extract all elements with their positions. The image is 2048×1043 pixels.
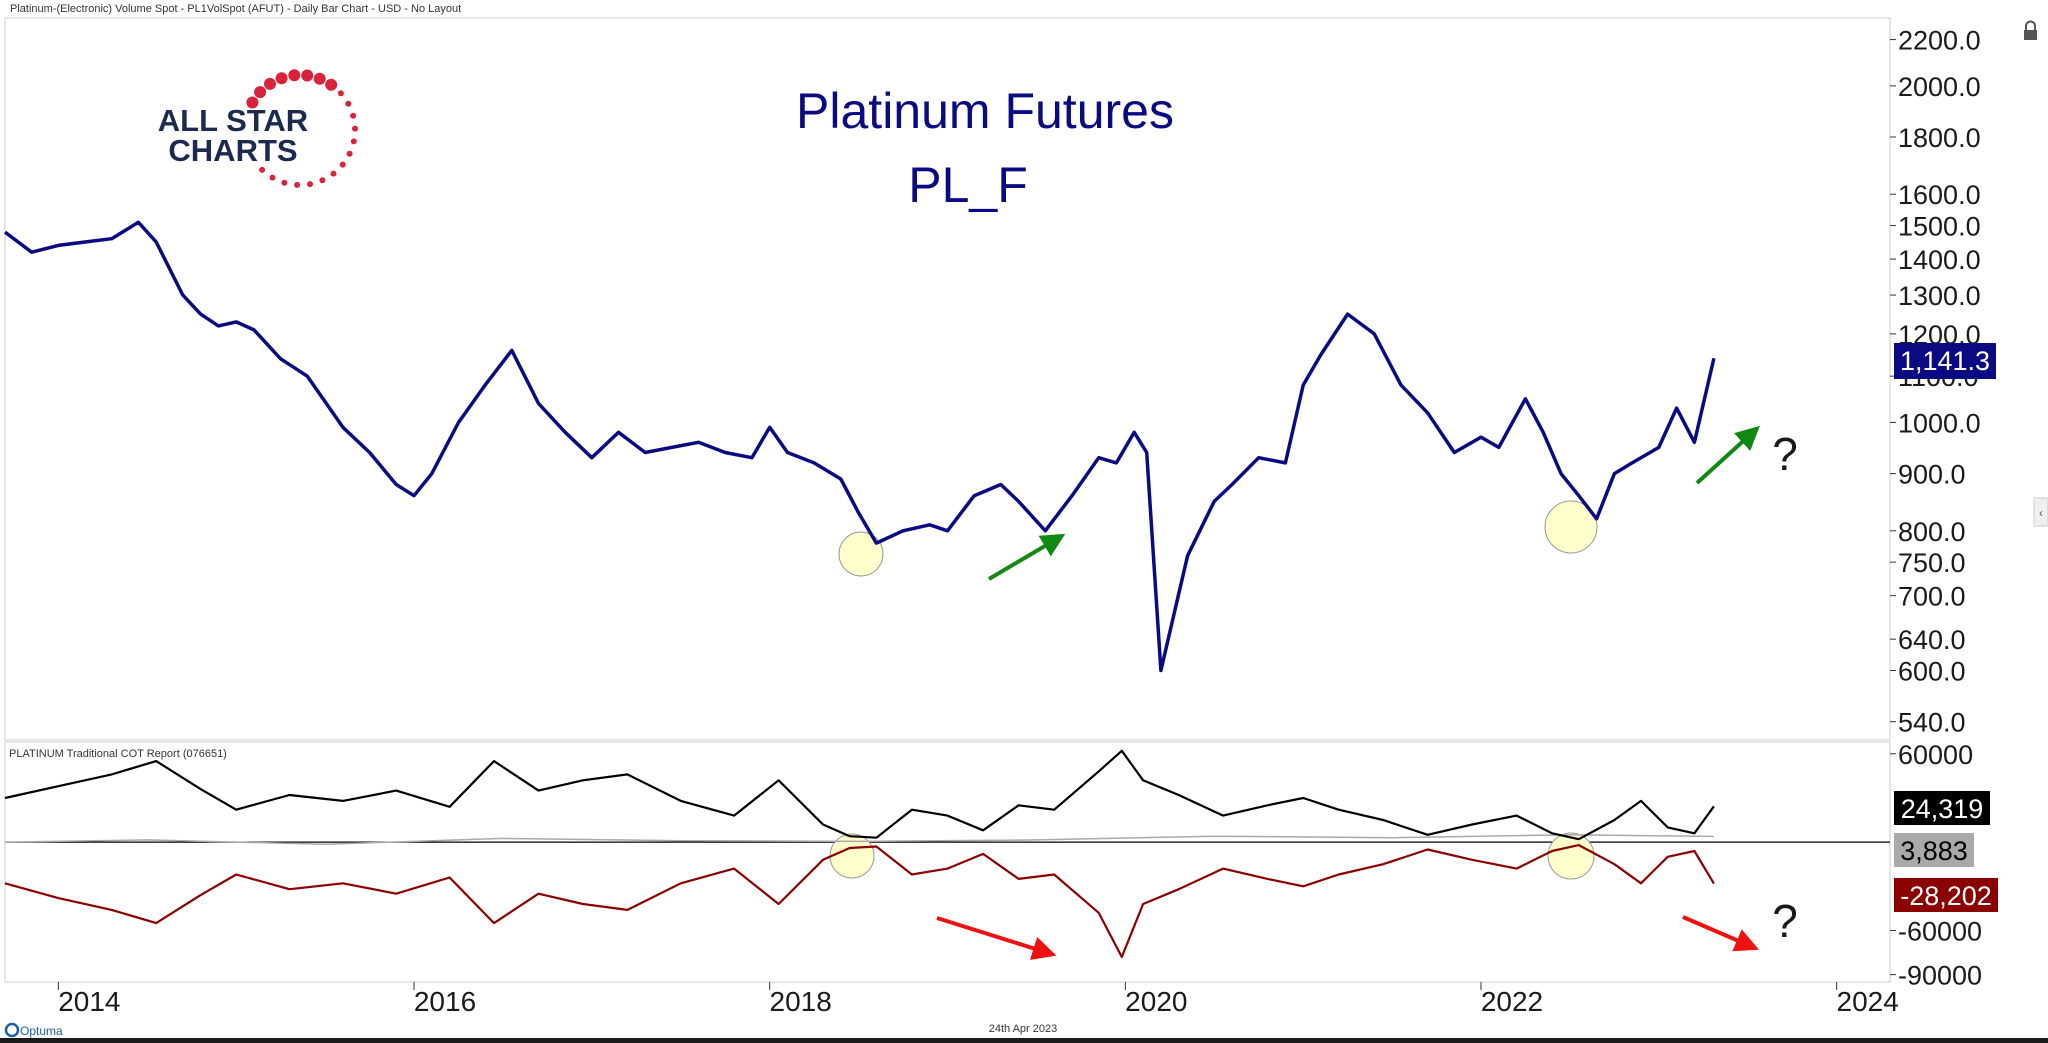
price-last-tag: 1,141.3 bbox=[1894, 343, 1996, 379]
up-arrow-2019 bbox=[987, 533, 1066, 581]
optuma-brand: Optuma bbox=[20, 1024, 63, 1038]
logo-star bbox=[330, 170, 337, 177]
logo-star bbox=[339, 161, 346, 168]
series-layer bbox=[3, 220, 1716, 959]
x-tick-label: 2024 bbox=[1837, 986, 1899, 1017]
price-tick-label: 2200.0 bbox=[1898, 26, 1981, 56]
all-star-charts-logo: ALL STAR CHARTS bbox=[158, 69, 358, 188]
price-tick-label: 1300.0 bbox=[1898, 281, 1981, 311]
cot-tick-label: 60000 bbox=[1898, 740, 1973, 770]
price-tick-label: 700.0 bbox=[1898, 582, 1966, 612]
x-tick-label: 2014 bbox=[58, 986, 120, 1017]
logo-star bbox=[337, 90, 344, 97]
logo-star bbox=[350, 112, 357, 119]
x-tick-label: 2016 bbox=[414, 986, 476, 1017]
logo-star bbox=[294, 181, 301, 188]
chevron-left-icon: ‹ bbox=[2039, 506, 2043, 520]
price-tick-label: 640.0 bbox=[1898, 625, 1966, 655]
chart-header-description: Platinum-(Electronic) Volume Spot - PL1V… bbox=[10, 3, 462, 15]
price-tick-label: 1800.0 bbox=[1898, 123, 1981, 153]
lock-icon[interactable] bbox=[2024, 20, 2037, 41]
price-tick-label: 900.0 bbox=[1898, 460, 1966, 490]
commercials-last-label: 24,319 bbox=[1901, 794, 1984, 824]
x-tick-label: 2020 bbox=[1125, 986, 1187, 1017]
x-tick-label: 2018 bbox=[770, 986, 832, 1017]
logo-line1: ALL STAR bbox=[158, 103, 308, 138]
logo-star bbox=[313, 72, 326, 85]
logo-star bbox=[325, 78, 338, 91]
optuma-icon bbox=[4, 1022, 20, 1038]
price-tick-label: 1400.0 bbox=[1898, 245, 1981, 275]
price-low-2022-highlight bbox=[1544, 500, 1598, 554]
logo-star bbox=[264, 77, 276, 90]
down-arrow-2023 bbox=[1682, 915, 1760, 952]
large-specs-series-line bbox=[4, 844, 1715, 959]
cot-tick-label: -60000 bbox=[1898, 916, 1982, 946]
down-arrow-2019 bbox=[936, 916, 1057, 960]
cot-panel-title: PLATINUM Traditional COT Report (076651) bbox=[9, 748, 227, 760]
footer-date: 24th Apr 2023 bbox=[989, 1023, 1058, 1035]
price-tick-label: 800.0 bbox=[1898, 517, 1966, 547]
question-mark-cot: ? bbox=[1772, 895, 1798, 947]
small-specs-last-tag: 3,883 bbox=[1894, 833, 1974, 867]
logo-star bbox=[345, 100, 352, 107]
panel-collapse-handle[interactable]: ‹ bbox=[2033, 497, 2048, 527]
bottom-bar bbox=[0, 1038, 2048, 1043]
price-panel-frame bbox=[4, 17, 1891, 741]
small-specs-series-line bbox=[4, 834, 1714, 846]
logo-star bbox=[246, 96, 259, 109]
logo-line2: CHARTS bbox=[168, 133, 297, 168]
logo-star bbox=[254, 86, 267, 99]
price-tick-label: 540.0 bbox=[1898, 708, 1966, 738]
chart-title: Platinum Futures bbox=[796, 83, 1174, 139]
x-tick-label: 2022 bbox=[1481, 986, 1543, 1017]
question-mark-price: ? bbox=[1772, 428, 1798, 480]
commercials-last-tag: 24,319 bbox=[1894, 791, 1990, 825]
small-specs-last-label: 3,883 bbox=[1900, 836, 1968, 866]
price-last-label: 1,141.3 bbox=[1900, 346, 1990, 376]
logo-star bbox=[288, 69, 301, 82]
price-tick-label: 600.0 bbox=[1898, 657, 1966, 687]
price-tick-label: 1600.0 bbox=[1898, 180, 1981, 210]
price-tick-label: 1000.0 bbox=[1898, 408, 1981, 438]
logo-star bbox=[281, 179, 288, 186]
logo-star bbox=[301, 69, 314, 82]
logo-star bbox=[346, 150, 353, 157]
optuma-logo: Optuma bbox=[4, 1022, 63, 1038]
cot-panel-frame bbox=[4, 741, 1891, 983]
price-tick-label: 2000.0 bbox=[1898, 72, 1981, 102]
price-series-line bbox=[3, 220, 1716, 673]
large-specs-last-label: -28,202 bbox=[1900, 881, 1992, 911]
logo-star bbox=[259, 166, 266, 173]
chart-subtitle: PL_F bbox=[908, 157, 1028, 213]
logo-star bbox=[352, 125, 358, 132]
logo-stars-icon bbox=[246, 69, 358, 188]
cot-tick-label: -90000 bbox=[1898, 961, 1982, 991]
logo-star bbox=[307, 181, 313, 188]
up-arrow-2023 bbox=[1695, 425, 1760, 485]
cot-cross-2022-highlight bbox=[1547, 832, 1595, 880]
price-tick-label: 750.0 bbox=[1898, 548, 1966, 578]
price-tick-label: 1500.0 bbox=[1898, 212, 1981, 242]
logo-star bbox=[269, 174, 276, 181]
logo-star bbox=[350, 138, 357, 145]
cot-axis: 60000 -60000 -90000 bbox=[1890, 740, 1982, 991]
large-specs-last-tag: -28,202 bbox=[1894, 878, 1998, 912]
x-axis: 2014 2016 2018 2020 2022 2024 bbox=[57, 982, 1899, 1017]
commercials-series-line bbox=[4, 749, 1715, 841]
price-low-2018-highlight bbox=[838, 531, 884, 577]
logo-star bbox=[275, 72, 288, 85]
logo-star bbox=[319, 177, 326, 184]
